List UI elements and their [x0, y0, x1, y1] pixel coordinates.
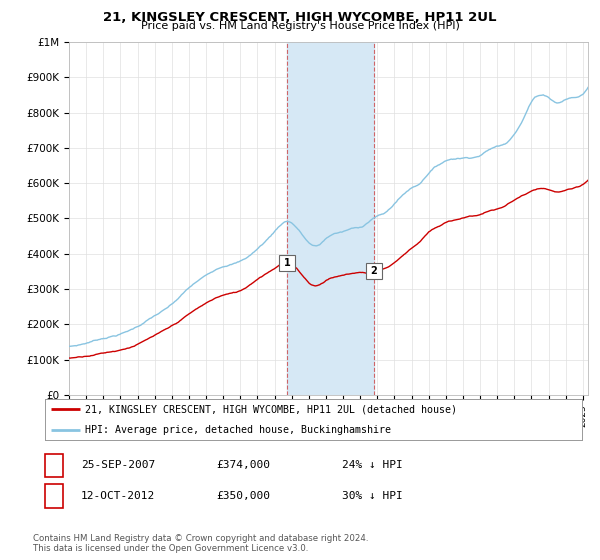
Text: 21, KINGSLEY CRESCENT, HIGH WYCOMBE, HP11 2UL: 21, KINGSLEY CRESCENT, HIGH WYCOMBE, HP1…: [103, 11, 497, 24]
Bar: [287, 42, 374, 395]
Text: HPI: Average price, detached house, Buckinghamshire: HPI: Average price, detached house, Buck…: [85, 424, 391, 435]
Text: Contains HM Land Registry data © Crown copyright and database right 2024.
This d: Contains HM Land Registry data © Crown c…: [33, 534, 368, 553]
Text: 21, KINGSLEY CRESCENT, HIGH WYCOMBE, HP11 2UL (detached house): 21, KINGSLEY CRESCENT, HIGH WYCOMBE, HP1…: [85, 404, 457, 414]
Text: 2: 2: [370, 267, 377, 276]
Text: 1: 1: [284, 258, 290, 268]
Text: £374,000: £374,000: [216, 460, 270, 470]
Text: 24% ↓ HPI: 24% ↓ HPI: [342, 460, 403, 470]
Text: 25-SEP-2007: 25-SEP-2007: [81, 460, 155, 470]
Text: 30% ↓ HPI: 30% ↓ HPI: [342, 491, 403, 501]
Text: Price paid vs. HM Land Registry's House Price Index (HPI): Price paid vs. HM Land Registry's House …: [140, 21, 460, 31]
Text: 1: 1: [50, 460, 58, 470]
Text: 12-OCT-2012: 12-OCT-2012: [81, 491, 155, 501]
Text: 2: 2: [50, 491, 58, 501]
Text: £350,000: £350,000: [216, 491, 270, 501]
